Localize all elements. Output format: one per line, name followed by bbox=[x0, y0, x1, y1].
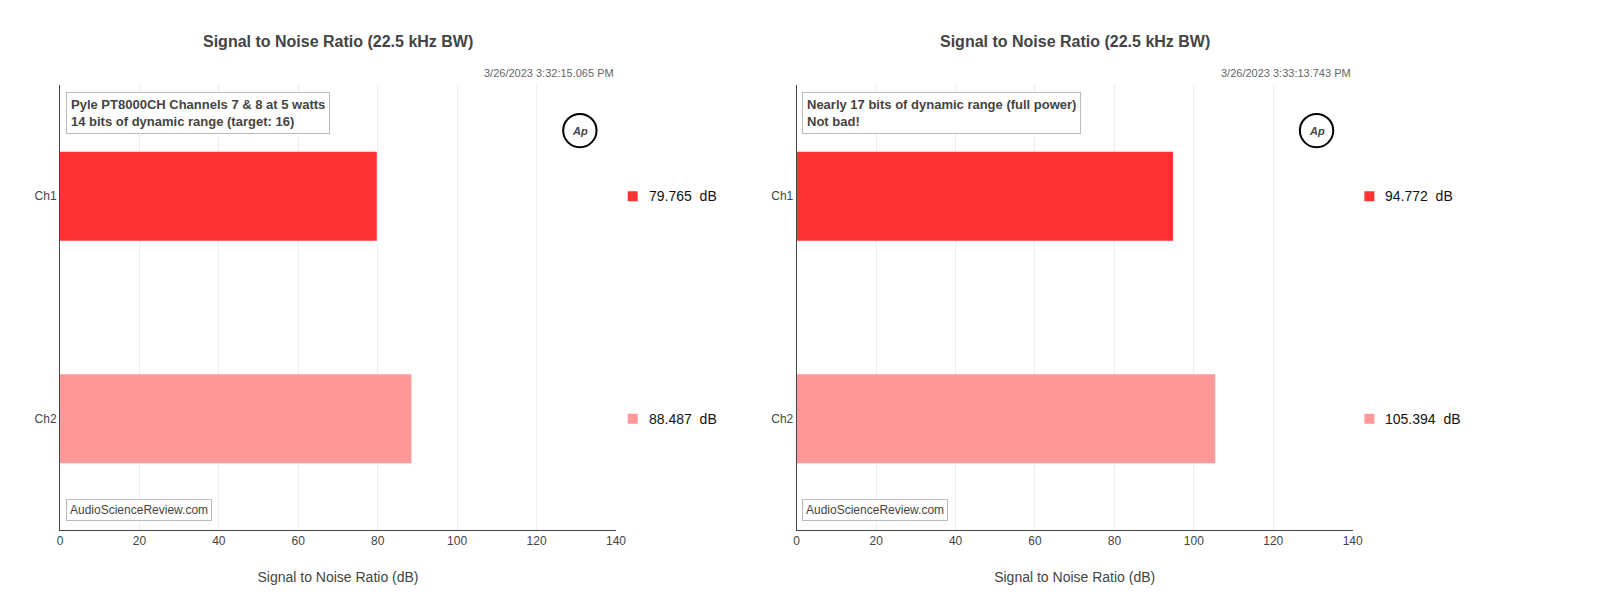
svg-text:100: 100 bbox=[447, 534, 467, 548]
svg-text:140: 140 bbox=[1343, 534, 1363, 548]
svg-text:0: 0 bbox=[793, 534, 800, 548]
svg-text:Signal to Noise Ratio (22.5 kH: Signal to Noise Ratio (22.5 kHz BW) bbox=[940, 33, 1210, 50]
svg-text:80: 80 bbox=[1108, 534, 1122, 548]
svg-text:AudioScienceReview.com: AudioScienceReview.com bbox=[70, 503, 208, 517]
svg-text:120: 120 bbox=[1263, 534, 1283, 548]
svg-text:3/26/2023 3:33:13.743 PM: 3/26/2023 3:33:13.743 PM bbox=[1221, 67, 1351, 79]
svg-text:Ch1: Ch1 bbox=[35, 189, 57, 203]
svg-text:120: 120 bbox=[527, 534, 547, 548]
svg-text:40: 40 bbox=[949, 534, 963, 548]
svg-text:79.765 dB: 79.765 dB bbox=[649, 188, 717, 204]
svg-text:Ch1: Ch1 bbox=[771, 189, 793, 203]
svg-text:20: 20 bbox=[869, 534, 883, 548]
svg-text:Ch2: Ch2 bbox=[771, 412, 793, 426]
svg-text:40: 40 bbox=[212, 534, 226, 548]
svg-text:Signal to Noise Ratio (dB): Signal to Noise Ratio (dB) bbox=[994, 569, 1155, 585]
svg-text:AudioScienceReview.com: AudioScienceReview.com bbox=[806, 503, 944, 517]
svg-text:60: 60 bbox=[292, 534, 306, 548]
svg-text:80: 80 bbox=[371, 534, 385, 548]
svg-text:60: 60 bbox=[1028, 534, 1042, 548]
svg-text:Pyle PT8000CH Channels 7 & 8 a: Pyle PT8000CH Channels 7 & 8 at 5 watts1… bbox=[71, 97, 325, 129]
svg-text:0: 0 bbox=[57, 534, 64, 548]
svg-text:Signal to Noise Ratio (dB): Signal to Noise Ratio (dB) bbox=[257, 569, 418, 585]
svg-text:88.487 dB: 88.487 dB bbox=[649, 411, 717, 427]
svg-text:Ch2: Ch2 bbox=[35, 412, 57, 426]
svg-text:Nearly 17 bits of dynamic rang: Nearly 17 bits of dynamic range (full po… bbox=[807, 97, 1076, 129]
svg-text:105.394 dB: 105.394 dB bbox=[1385, 411, 1461, 427]
svg-text:Signal to Noise Ratio (22.5 kH: Signal to Noise Ratio (22.5 kHz BW) bbox=[203, 33, 473, 50]
svg-text:3/26/2023 3:32:15.065 PM: 3/26/2023 3:32:15.065 PM bbox=[484, 67, 614, 79]
svg-text:140: 140 bbox=[606, 534, 626, 548]
svg-text:Ap: Ap bbox=[572, 125, 588, 137]
svg-text:Ap: Ap bbox=[1309, 125, 1325, 137]
svg-text:100: 100 bbox=[1184, 534, 1204, 548]
svg-text:94.772 dB: 94.772 dB bbox=[1385, 188, 1453, 204]
svg-text:20: 20 bbox=[133, 534, 147, 548]
